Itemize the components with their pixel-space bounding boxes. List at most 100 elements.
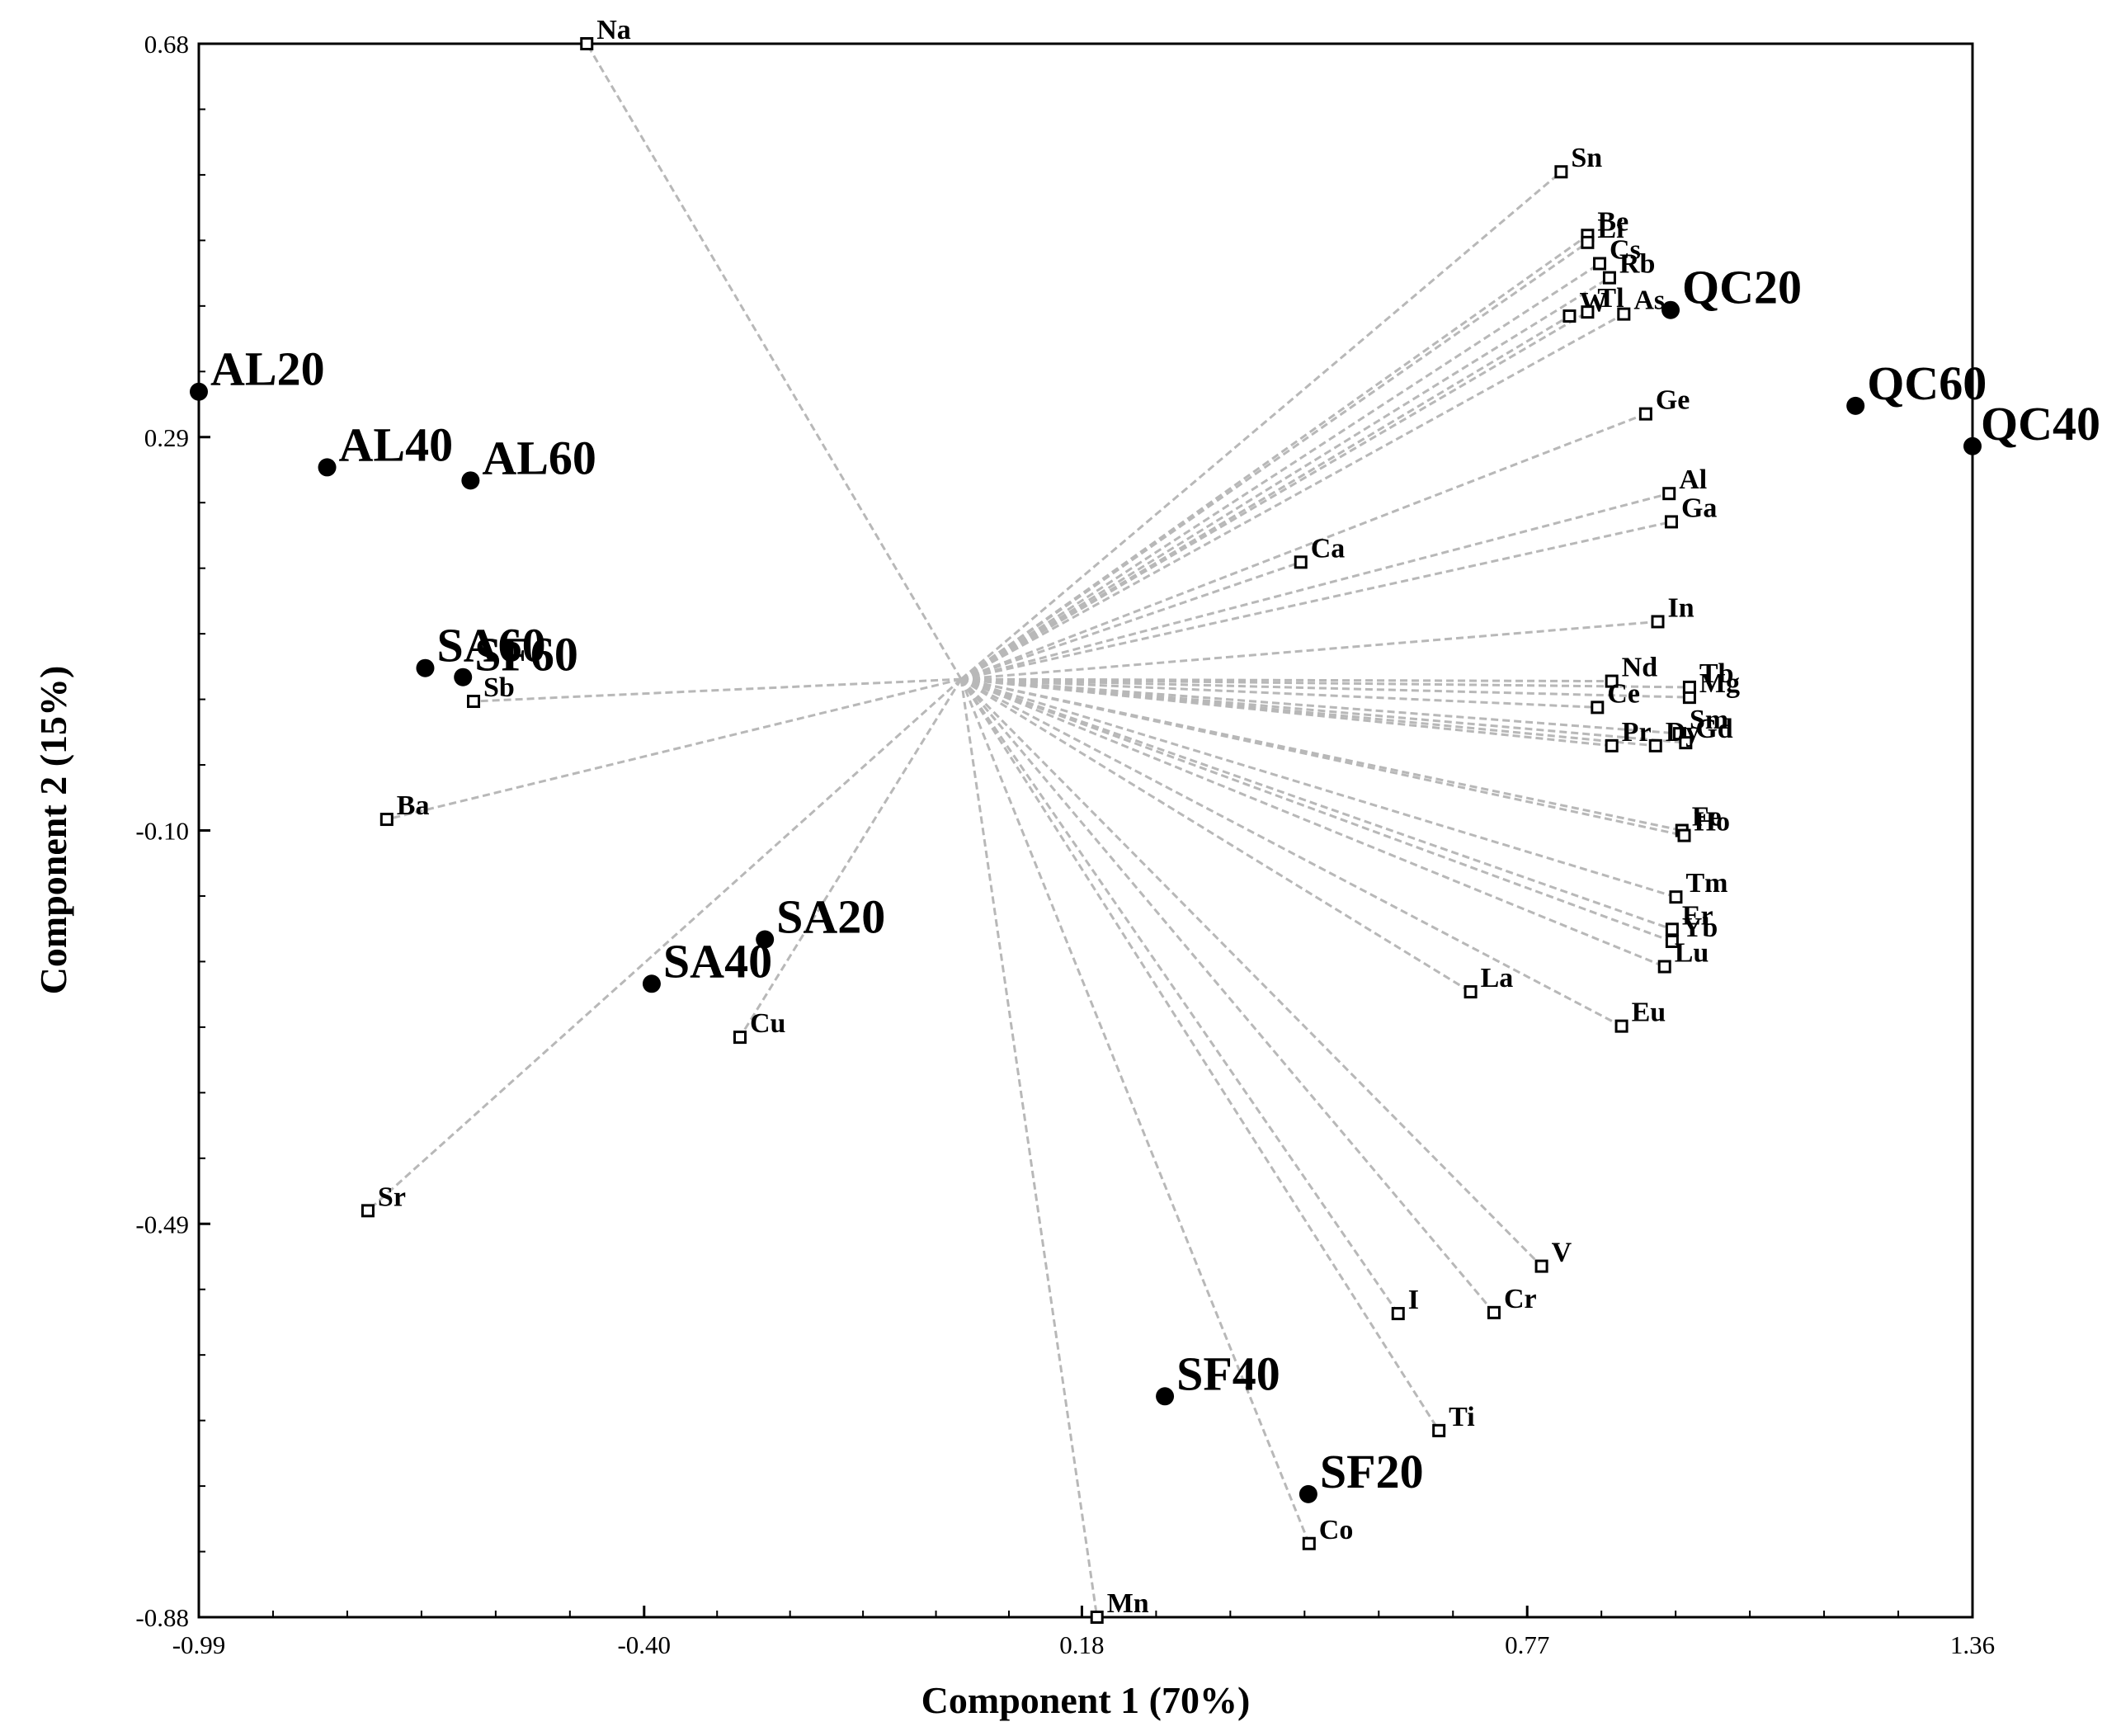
variable-marker-ti (1432, 1423, 1446, 1437)
loading-line-er (960, 677, 1673, 931)
variable-marker-tm (1669, 890, 1683, 904)
variable-label-sb: Sb (483, 672, 515, 703)
variable-marker-ga (1664, 515, 1678, 529)
sample-label-sa40: SA40 (663, 934, 772, 988)
variable-label-sn: Sn (1571, 143, 1602, 173)
variable-marker-er (1665, 922, 1679, 936)
variable-marker-sn (1554, 165, 1568, 179)
sample-point-qc40 (1963, 436, 1982, 455)
variable-label-mg: Mg (1699, 668, 1740, 699)
sample-label-sf20: SF20 (1320, 1445, 1424, 1498)
loading-line-ge (960, 413, 1647, 681)
sample-point-sf60 (454, 668, 473, 686)
variable-marker-li (1581, 235, 1595, 249)
variable-label-as: As (1633, 285, 1665, 316)
variable-marker-sr (361, 1204, 375, 1218)
sample-label-sa20: SA20 (776, 890, 885, 944)
sample-label-sa60: SA60 (436, 619, 545, 672)
loading-line-ce (960, 677, 1598, 709)
sample-label-al20: AL20 (210, 342, 325, 396)
variable-marker-ca (1294, 555, 1308, 569)
y-tick-label: -0.49 (135, 1210, 189, 1238)
variable-marker-as (1617, 307, 1631, 321)
variable-label-yb: Yb (1682, 913, 1718, 943)
variable-label-tm: Tm (1685, 868, 1727, 899)
variable-marker-nd (1605, 674, 1619, 688)
variable-label-cs: Cs (1610, 234, 1641, 265)
variable-marker-i (1391, 1307, 1405, 1321)
variable-marker-w (1562, 309, 1577, 323)
variable-marker-tb (1682, 680, 1696, 694)
x-tick-label: -0.40 (617, 1630, 671, 1659)
loading-line-mg (961, 677, 1690, 699)
variable-marker-gd (1679, 736, 1693, 750)
axis-ticks: -0.99 -0.40 0.18 0.77 1.36 0.68 0.29 -0.10 -0.49… (135, 30, 1995, 1659)
x-tick-label: 0.18 (1059, 1630, 1104, 1659)
variable-label-ga: Ga (1681, 493, 1717, 523)
variable-label-cr: Cr (1504, 1284, 1537, 1314)
loading-line-ho (960, 677, 1685, 837)
variable-label-tb: Tb (1699, 658, 1734, 689)
variable-marker-ge (1638, 407, 1652, 421)
variable-marker-na (580, 37, 594, 50)
variable-label-v: V (1552, 1238, 1572, 1268)
variable-marker-eu (1614, 1019, 1628, 1033)
loading-line-v (959, 678, 1543, 1267)
variable-label-in: In (1667, 592, 1694, 623)
variable-label-rb: Rb (1619, 249, 1655, 280)
y-tick-label: -0.10 (135, 817, 189, 846)
loading-line-be (960, 234, 1589, 681)
loading-line-i (959, 678, 1400, 1314)
variable-label-gd: Gd (1695, 714, 1732, 744)
variable-marker-pr (1605, 738, 1619, 752)
loading-line-ga (960, 520, 1672, 681)
variable-marker-cr (1487, 1305, 1501, 1319)
y-tick-label: 0.68 (144, 30, 189, 59)
sample-point-al60 (461, 471, 480, 490)
loading-line-na (585, 43, 963, 680)
variable-label-lu: Lu (1675, 938, 1709, 969)
loading-line-ca (960, 560, 1302, 681)
variable-label-er: Er (1682, 900, 1713, 931)
variable-marker-al (1662, 487, 1676, 501)
variable-marker-dy (1648, 738, 1662, 752)
variable-label-ce: Ce (1607, 678, 1640, 709)
loading-line-lu (960, 677, 1666, 968)
variable-label-nd: Nd (1622, 653, 1658, 683)
variable-label-cu: Cu (750, 1008, 785, 1039)
sample-label-sf40: SF40 (1176, 1347, 1280, 1400)
loading-line-sb (473, 677, 962, 703)
variable-label-sm: Sm (1690, 705, 1728, 735)
variable-label-ba: Ba (397, 790, 430, 821)
loading-line-mn (959, 678, 1099, 1618)
variable-label-la: La (1481, 963, 1514, 993)
variable-label-fe: Fe (1692, 802, 1722, 833)
variable-label-ho: Ho (1694, 807, 1730, 837)
variable-marker-co (1302, 1536, 1316, 1550)
variable-marker-cu (733, 1031, 747, 1045)
variable-marker-in (1651, 615, 1665, 629)
loading-line-cu (738, 678, 963, 1038)
loading-line-dy (960, 677, 1656, 748)
variable-marker-ho (1677, 828, 1691, 842)
loading-line-ba (386, 677, 962, 821)
variable-marker-ba (379, 813, 394, 827)
loading-line-la (960, 677, 1472, 993)
loading-line-as (960, 313, 1625, 681)
y-axis-title: Component 2 (15%) (32, 666, 74, 995)
sample-point-sa60 (416, 658, 435, 677)
variable-label-ge: Ge (1656, 385, 1690, 416)
variable-marker-tl (1581, 305, 1595, 319)
loading-line-sm (960, 677, 1680, 735)
variable-label-dy: Dy (1666, 717, 1700, 748)
sample-label-sf60: SF60 (474, 628, 578, 682)
y-tick-label: 0.29 (144, 423, 189, 452)
sample-label-al60: AL60 (482, 431, 596, 484)
sample-point-sa40 (642, 974, 661, 993)
loading-line-in (960, 620, 1658, 681)
loading-line-tb (961, 677, 1690, 689)
sample-point-al20 (190, 382, 208, 401)
